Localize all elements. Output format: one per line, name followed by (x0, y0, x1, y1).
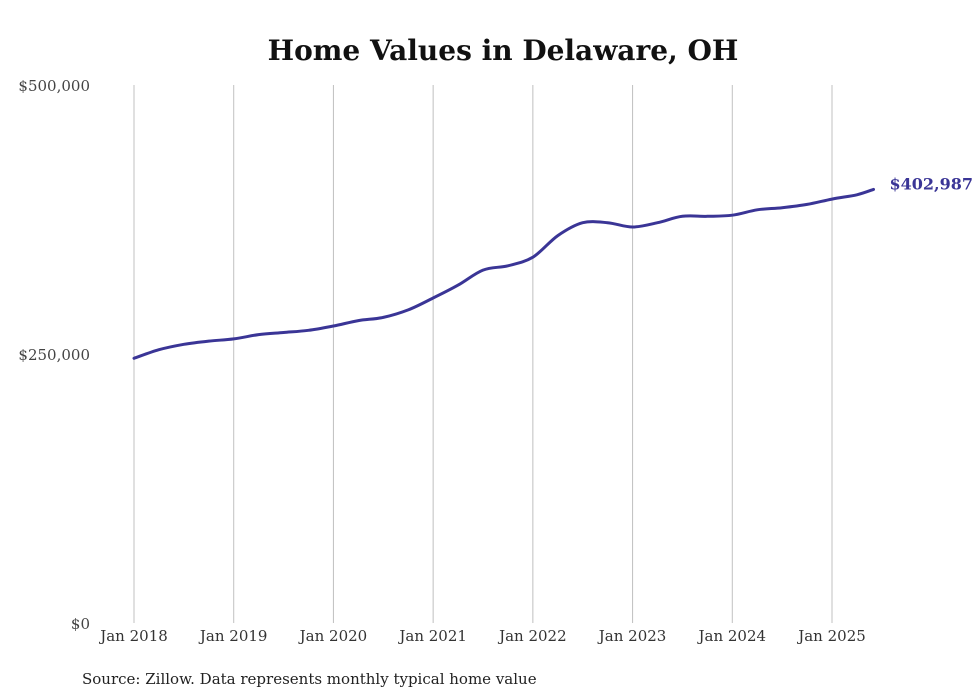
y-tick-label: $0 (71, 615, 90, 633)
data-points (132, 187, 876, 360)
y-axis-ticks: $0 $250,000 $500,000 (18, 77, 90, 633)
x-tick-label: Jan 2019 (198, 627, 268, 645)
x-tick-label: Jan 2018 (98, 627, 168, 645)
x-tick-label: Jan 2022 (497, 627, 567, 645)
x-axis-ticks: Jan 2018 Jan 2019 Jan 2020 Jan 2021 Jan 2022… (98, 627, 866, 645)
vertical-gridlines (133, 85, 833, 623)
y-tick-label: $500,000 (18, 77, 90, 95)
x-tick-label: Jan 2025 (796, 627, 866, 645)
source-note: Source: Zillow. Data represents monthly … (82, 670, 537, 688)
end-value-label: $402,987 (890, 174, 974, 193)
x-tick-label: Jan 2024 (697, 627, 767, 645)
chart-title: Home Values in Delaware, OH (268, 34, 739, 67)
x-tick-label: Jan 2020 (298, 627, 368, 645)
y-tick-label: $250,000 (18, 346, 90, 364)
x-tick-label: Jan 2023 (597, 627, 667, 645)
x-tick-label: Jan 2021 (397, 627, 467, 645)
home-value-line (132, 187, 875, 360)
